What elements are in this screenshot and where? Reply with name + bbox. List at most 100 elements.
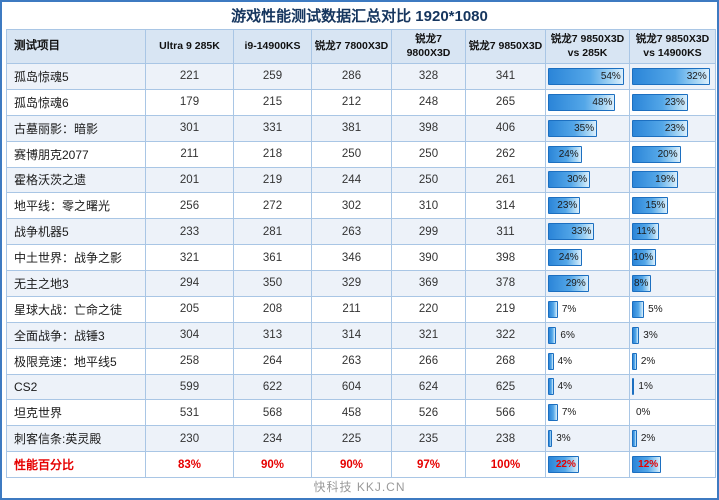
fps-value: 221 — [145, 63, 234, 90]
data-bar-track: 30% — [548, 171, 627, 189]
fps-value: 398 — [391, 114, 466, 142]
percent-bar-vs-14900ks: 2% — [629, 347, 716, 375]
fps-value: 264 — [233, 347, 312, 375]
percent-bar-vs-285k: 29% — [545, 270, 630, 297]
data-bar: 20% — [632, 145, 681, 163]
data-bar-track: 23% — [632, 119, 713, 137]
fps-value: 244 — [311, 166, 392, 194]
bar-value-label: 7% — [561, 407, 577, 419]
percent-bar-vs-285k: 48% — [545, 88, 630, 116]
column-header-9850x3d-vs-14900ks: 锐龙7 9850X3D vs 14900KS — [629, 29, 716, 64]
fps-value: 314 — [465, 192, 546, 220]
percent-bar-vs-14900ks: 23% — [629, 88, 716, 116]
percent-bar-vs-285k: 30% — [545, 166, 630, 194]
fps-value: 256 — [145, 192, 234, 220]
percent-bar-vs-285k: 35% — [545, 114, 630, 142]
data-bar: 29% — [548, 274, 589, 292]
bar-value-label: 2% — [640, 355, 656, 367]
data-bar-track: 20% — [632, 145, 713, 163]
fps-value: 304 — [145, 321, 234, 349]
fps-value: 211 — [145, 140, 234, 168]
data-bar-track: 2% — [632, 430, 713, 448]
percent-bar-vs-285k: 3% — [545, 425, 630, 453]
data-bar — [548, 430, 553, 448]
fps-value: 263 — [311, 347, 392, 375]
data-bar: 48% — [548, 93, 616, 111]
percent-bar-vs-285k: 54% — [545, 63, 630, 90]
data-bar-track: 29% — [548, 274, 627, 292]
table-row: 无主之地3 294 350 329 369 378 29% 8% — [6, 270, 716, 297]
fps-value: 350 — [233, 270, 312, 297]
data-bar — [632, 300, 645, 318]
table-row: 全面战争：战锤3 304 313 314 321 322 6% 3% — [6, 321, 716, 349]
fps-value: 328 — [391, 63, 466, 90]
watermark: 快科技 KKJ.CN — [313, 480, 406, 494]
fps-value: 378 — [465, 270, 546, 297]
summary-value: 83% — [145, 451, 234, 478]
game-name: 全面战争：战锤3 — [6, 321, 146, 349]
fps-value: 314 — [311, 321, 392, 349]
table-header-row: 测试项目 Ultra 9 285K i9-14900KS 锐龙7 7800X3D… — [6, 29, 716, 64]
data-bar-track: 7% — [548, 404, 627, 422]
percent-bar-vs-285k: 24% — [545, 140, 630, 168]
table-row: 地平线：零之曙光 256 272 302 310 314 23% 15% — [6, 192, 716, 220]
fps-value: 566 — [465, 399, 546, 427]
data-bar — [548, 300, 558, 318]
summary-value: 90% — [233, 451, 312, 478]
data-bar-track: 23% — [632, 93, 713, 111]
fps-value: 219 — [233, 166, 312, 194]
data-bar — [632, 378, 635, 396]
data-bar — [632, 430, 637, 448]
percent-bar-vs-14900ks: 2% — [629, 425, 716, 453]
data-bar-track: 23% — [548, 197, 627, 215]
table-row: 霍格沃茨之遗 201 219 244 250 261 30% 19% — [6, 166, 716, 194]
data-bar — [632, 326, 640, 344]
fps-value: 258 — [145, 347, 234, 375]
percent-bar-vs-285k: 4% — [545, 347, 630, 375]
percent-bar-vs-14900ks: 8% — [629, 270, 716, 297]
fps-value: 201 — [145, 166, 234, 194]
data-bar: 24% — [548, 145, 582, 163]
bar-value-label: 2% — [640, 433, 656, 445]
fps-value: 381 — [311, 114, 392, 142]
data-bar: 23% — [632, 119, 688, 137]
bar-value-label: 24% — [558, 252, 579, 264]
percent-bar-vs-285k: 6% — [545, 321, 630, 349]
fps-value: 281 — [233, 218, 312, 246]
fps-value: 302 — [311, 192, 392, 220]
data-bar: 23% — [632, 93, 688, 111]
fps-value: 294 — [145, 270, 234, 297]
table-row: 战争机器5 233 281 263 299 311 33% 11% — [6, 218, 716, 246]
data-bar: 24% — [548, 249, 582, 267]
fps-value: 225 — [311, 425, 392, 453]
game-name: 孤岛惊魂6 — [6, 88, 146, 116]
data-bar-track: 12% — [632, 456, 713, 474]
table-row: 刺客信条:英灵殿 230 234 225 235 238 3% 2% — [6, 425, 716, 453]
table-row: 极限竞速：地平线5 258 264 263 266 268 4% 2% — [6, 347, 716, 375]
percent-bar-vs-14900ks: 32% — [629, 63, 716, 90]
fps-value: 311 — [465, 218, 546, 246]
percent-bar-vs-14900ks: 11% — [629, 218, 716, 246]
data-bar: 11% — [632, 223, 659, 241]
fps-value: 310 — [391, 192, 466, 220]
data-bar-track: 19% — [632, 171, 713, 189]
fps-value: 398 — [465, 244, 546, 271]
fps-value: 250 — [311, 140, 392, 168]
fps-value: 331 — [233, 114, 312, 142]
percent-bar-vs-285k: 7% — [545, 295, 630, 323]
table-body: 孤岛惊魂5 221 259 286 328 341 54% 32% 孤岛惊魂6 179 215 212… — [6, 63, 716, 478]
table-row: 中土世界：战争之影 321 361 346 390 398 24% 10% — [6, 244, 716, 271]
game-name: 赛博朋克2077 — [6, 140, 146, 168]
bar-value-label: 32% — [686, 70, 707, 82]
percent-bar-vs-285k: 24% — [545, 244, 630, 271]
fps-value: 526 — [391, 399, 466, 427]
table-row: 赛博朋克2077 211 218 250 250 262 24% 20% — [6, 140, 716, 168]
fps-value: 179 — [145, 88, 234, 116]
data-bar — [548, 326, 557, 344]
game-name: 霍格沃茨之遗 — [6, 166, 146, 194]
fps-value: 261 — [465, 166, 546, 194]
summary-value: 100% — [465, 451, 546, 478]
fps-value: 219 — [465, 295, 546, 323]
table-row: CS2 599 622 604 624 625 4% 1% — [6, 373, 716, 401]
data-bar: 19% — [632, 171, 679, 189]
